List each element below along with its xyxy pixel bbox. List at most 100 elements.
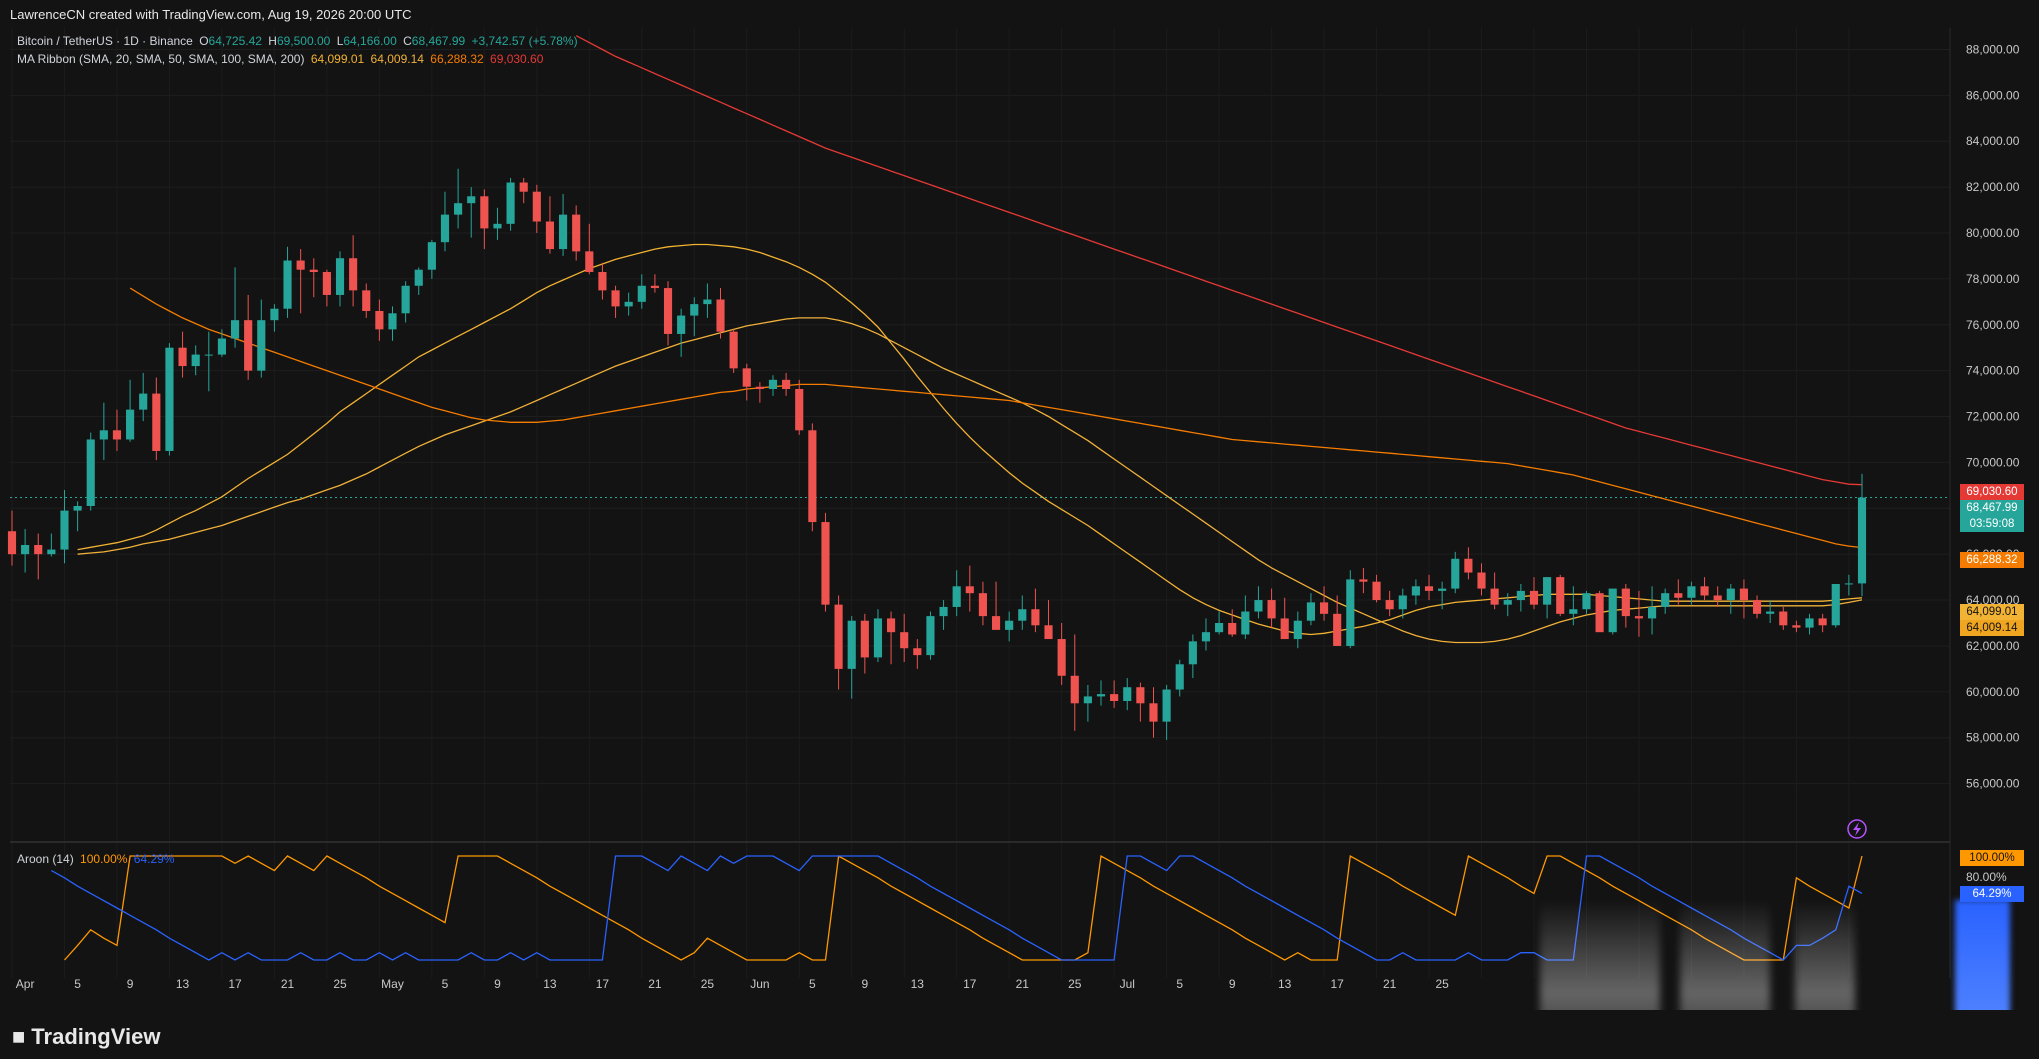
- candle-body: [1792, 625, 1801, 628]
- price-axis-label: 82,000.00: [1966, 180, 2020, 194]
- candle-body: [834, 604, 843, 669]
- lightning-icon[interactable]: [1847, 819, 1867, 839]
- time-axis[interactable]: Apr 5 9 13 17 21 25 May 5 9 13 17 21 25 Jun 5 9 13 17 21 25 J…: [16, 977, 1449, 991]
- candle-body: [1398, 595, 1407, 610]
- candle-body: [847, 620, 856, 669]
- candle-body: [677, 315, 686, 334]
- price-axis-label: 72,000.00: [1966, 410, 2020, 424]
- high-value: 69,500.00: [276, 34, 331, 48]
- candle-body: [1451, 558, 1460, 589]
- price-axis-label: 74,000.00: [1966, 364, 2020, 378]
- price-axis-label: 56,000.00: [1966, 777, 2020, 791]
- tradingview-logo[interactable]: ■ TradingView: [12, 1024, 160, 1050]
- ma-ribbon: [77, 35, 1863, 644]
- time-axis-label: 25: [1068, 977, 1082, 991]
- candle-body: [139, 393, 148, 410]
- candle-body: [375, 311, 384, 330]
- candle-body: [1779, 611, 1788, 626]
- candle-body: [1031, 609, 1040, 626]
- price-axis-label: 62,000.00: [1966, 639, 2020, 653]
- last-price-value: 68,467.99: [1966, 502, 2018, 514]
- price-axis-label: 64,000.00: [1966, 593, 2020, 607]
- candle-body: [217, 338, 226, 355]
- candle-body: [152, 393, 161, 451]
- candle-body: [1188, 641, 1197, 665]
- candle-body: [1267, 600, 1276, 619]
- sma100-price-tag: 66,288.32: [1960, 552, 2024, 568]
- candle-body: [1634, 616, 1644, 619]
- candle-body: [1228, 623, 1237, 635]
- candle-body: [795, 389, 804, 431]
- candle-body: [34, 545, 43, 555]
- candle-body: [965, 586, 974, 594]
- candle-body: [204, 354, 213, 356]
- candle-body: [1818, 618, 1827, 626]
- ma-ribbon-legend[interactable]: MA Ribbon (SMA, 20, SMA, 50, SMA, 100, S…: [17, 52, 546, 66]
- candle-body: [1149, 703, 1158, 722]
- candle-body: [1162, 689, 1171, 722]
- candle-body: [1044, 625, 1053, 640]
- tradingview-logo-icon: ■: [12, 1024, 26, 1049]
- candle-body: [1057, 639, 1066, 676]
- candle-body: [1293, 620, 1302, 640]
- price-axis-label: 78,000.00: [1966, 272, 2020, 286]
- candle-body: [86, 439, 95, 506]
- time-axis-label: 17: [963, 977, 977, 991]
- candle-body: [755, 386, 764, 389]
- brand-name: TradingView: [31, 1024, 161, 1049]
- candle-body: [650, 285, 659, 289]
- candles[interactable]: [7, 168, 1867, 740]
- price-chart[interactable]: 56,000.00 58,000.00 60,000.00 62,000.00 64,0…: [0, 28, 2039, 1010]
- candle-body: [1569, 609, 1578, 614]
- candle-body: [1726, 588, 1735, 601]
- price-axis-label: 88,000.00: [1966, 42, 2020, 56]
- ma-line-sma-100: [129, 287, 1863, 549]
- bar-countdown: 03:59:08: [1969, 518, 2015, 530]
- open-value: 64,725.42: [208, 34, 262, 48]
- candle-body: [1857, 497, 1867, 584]
- candle-body: [1438, 588, 1447, 591]
- time-axis-label: 21: [1016, 977, 1030, 991]
- candle-body: [1648, 606, 1657, 619]
- time-axis-label: 13: [176, 977, 190, 991]
- candle-body: [703, 299, 712, 305]
- candle-body: [21, 545, 30, 555]
- candle-body: [1700, 586, 1709, 596]
- candle-body: [991, 616, 1001, 630]
- candle-body: [60, 510, 69, 550]
- last-price-tag: 68,467.99 03:59:08: [1960, 500, 2024, 532]
- candle-body: [349, 258, 358, 291]
- candle-body: [1805, 618, 1814, 628]
- ma-ribbon-title: MA Ribbon (SMA, 20, SMA, 50, SMA, 100, S…: [17, 52, 305, 66]
- candle-body: [1215, 623, 1224, 633]
- sma200-price-tag: 69,030.60: [1960, 484, 2024, 500]
- symbol-legend[interactable]: Bitcoin / TetherUS · 1D · Binance O64,72…: [17, 34, 581, 48]
- candle-body: [165, 347, 174, 451]
- candle-body: [926, 616, 935, 656]
- aroon-panel: [51, 854, 1863, 961]
- candle-body: [663, 288, 673, 334]
- candle-body: [716, 299, 725, 332]
- candle-body: [1372, 581, 1381, 601]
- candle-body: [729, 331, 738, 369]
- candle-body: [585, 251, 594, 272]
- chart-background: [0, 28, 2039, 1010]
- candle-body: [1831, 584, 1840, 626]
- candle-body: [244, 320, 253, 371]
- candle-body: [257, 320, 266, 371]
- time-axis-label: 9: [494, 977, 501, 991]
- time-axis-label: 5: [1176, 977, 1183, 991]
- candle-body: [1070, 675, 1079, 704]
- candle-body: [1254, 600, 1263, 612]
- time-axis-label: 21: [648, 977, 662, 991]
- aroon-line-aroon-up: [64, 854, 1863, 961]
- candle-body: [1766, 611, 1775, 614]
- time-axis-label: 13: [911, 977, 925, 991]
- time-axis-label: 17: [596, 977, 610, 991]
- candle-body: [1739, 588, 1748, 601]
- aroon-legend[interactable]: Aroon (14) 100.00% 64.29%: [17, 852, 177, 866]
- time-axis-label: Jul: [1120, 977, 1135, 991]
- time-axis-label: May: [381, 977, 404, 991]
- candle-body: [1608, 588, 1617, 633]
- candle-body: [860, 620, 869, 658]
